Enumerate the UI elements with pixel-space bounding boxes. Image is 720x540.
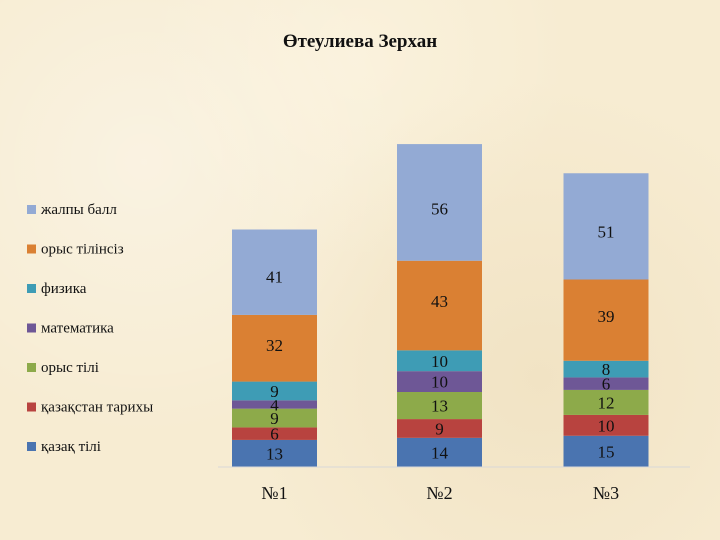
- bar-data-label: 13: [431, 397, 448, 416]
- legend-label: қазақ тілі: [41, 439, 101, 455]
- chart-title: Өтеулиева Зерхан: [283, 31, 437, 52]
- bar-segment: [563, 435, 649, 467]
- bar-data-label: 12: [598, 393, 615, 412]
- bar-segment: [563, 389, 649, 415]
- legend-swatch: [27, 402, 36, 412]
- bar-data-label: 10: [431, 352, 448, 371]
- bar-segment: [397, 419, 482, 438]
- bar-segment: [563, 377, 649, 390]
- bar-data-label: 6: [602, 375, 611, 394]
- bar-segment: [232, 229, 317, 315]
- bar-segment: [397, 371, 482, 392]
- bar-segment: [232, 408, 317, 428]
- legend-label: орыс тілінсіз: [41, 242, 124, 258]
- bar-segment: [232, 400, 317, 409]
- legend-swatch: [27, 205, 36, 214]
- legend-swatch: [27, 442, 36, 451]
- bar-segment: [563, 414, 649, 436]
- bar-data-label: 10: [598, 416, 615, 435]
- bar-segment: [397, 437, 482, 467]
- category-labels: №1 №2 №3: [261, 483, 619, 503]
- bar-segment: [563, 360, 649, 378]
- bar-segment: [397, 260, 482, 351]
- bar-segment: [563, 279, 649, 361]
- bar-segment: [232, 314, 317, 382]
- bar-data-label: 10: [431, 373, 448, 392]
- bar-segment: [232, 427, 317, 440]
- bar-segment: [232, 381, 317, 401]
- legend-label: орыс тілі: [41, 360, 99, 376]
- bar-data-label: 39: [598, 307, 615, 326]
- bar-segment: [397, 350, 482, 372]
- bar-data-label: 32: [266, 336, 283, 355]
- bar-data-label: 13: [266, 444, 283, 463]
- legend-swatch: [27, 244, 36, 254]
- legend-label: математика: [41, 321, 114, 337]
- legend-swatch: [27, 363, 36, 372]
- category-label: №3: [593, 483, 619, 503]
- bar-data-label: 43: [431, 292, 448, 311]
- bar-data-label: 14: [431, 443, 449, 462]
- bar-data-label: 15: [598, 442, 615, 461]
- bar-data-label: 9: [270, 409, 279, 428]
- legend-swatch: [27, 323, 36, 333]
- bar-data-label: 51: [598, 223, 615, 242]
- category-label: №2: [426, 483, 452, 503]
- bar-data-label: 6: [270, 425, 279, 444]
- bar-segment: [397, 144, 482, 261]
- bar-data-label: 8: [602, 360, 611, 379]
- legend-label: жалпы балл: [40, 202, 117, 218]
- legend-label: физика: [41, 281, 87, 297]
- bar-data-label: 56: [431, 199, 448, 218]
- legend-swatch: [27, 284, 36, 293]
- bar-segment: [232, 439, 317, 467]
- legend: жалпы балл орыс тілінсіз физика математика о…: [27, 202, 153, 455]
- category-label: №1: [261, 483, 287, 503]
- bar-segment: [563, 173, 649, 280]
- bar-data-label: 9: [435, 419, 444, 438]
- bar-data-label: 9: [270, 382, 279, 401]
- legend-label: қазақстан тарихы: [41, 400, 153, 416]
- bar-data-label: 41: [266, 267, 283, 286]
- bar-data-label: 4: [270, 396, 279, 415]
- bar-segment: [397, 392, 482, 420]
